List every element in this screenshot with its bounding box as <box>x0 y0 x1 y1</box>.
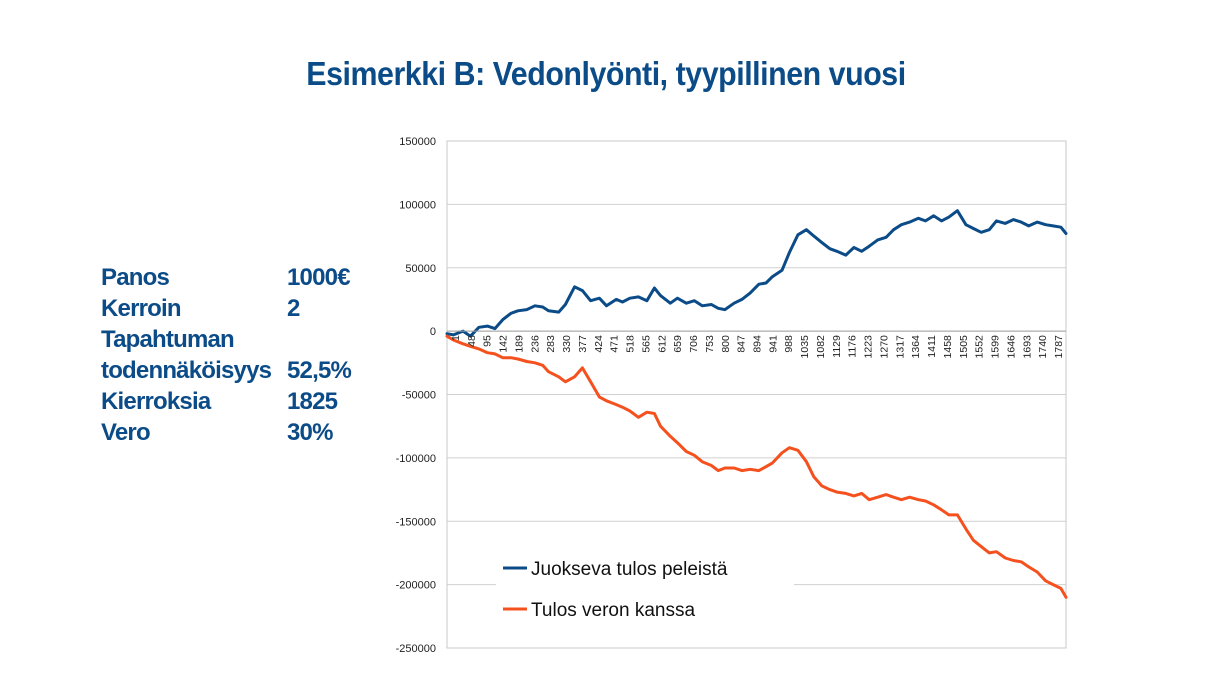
x-tick-label: 894 <box>752 335 764 353</box>
x-tick-label: 565 <box>640 335 652 353</box>
x-tick-label: 1693 <box>1021 335 1033 359</box>
x-tick-label: 1223 <box>863 335 875 359</box>
x-tick-label: 1035 <box>799 335 811 359</box>
x-tick-label: 1082 <box>815 335 827 359</box>
x-tick-label: 1270 <box>879 335 891 359</box>
y-tick-label: 50000 <box>405 263 436 275</box>
y-tick-label: -200000 <box>396 580 436 592</box>
x-tick-label: 1552 <box>974 335 986 359</box>
series-line-1 <box>445 209 1068 338</box>
param-value: 1825 <box>287 388 338 415</box>
x-tick-label: 1740 <box>1037 335 1049 359</box>
plot-area-frame <box>446 140 1067 649</box>
x-tick-label: 753 <box>704 335 716 353</box>
param-value: 1000€ <box>287 264 351 291</box>
x-tick-label: 847 <box>736 335 748 353</box>
x-tick-label: 941 <box>767 335 779 353</box>
param-label-line2: todennäköisyys <box>101 357 272 384</box>
chart-series <box>445 209 1068 599</box>
x-tick-label: 1787 <box>1053 335 1065 359</box>
x-axis-tick-labels: 1 48 95 142 189 236 283 330 377 424 471 518 565 612 65… <box>450 335 1065 359</box>
x-tick-label: 48 <box>466 335 478 347</box>
x-tick-label: 1599 <box>990 335 1002 359</box>
param-value: 30% <box>287 419 333 446</box>
x-tick-label: 189 <box>513 335 525 353</box>
y-axis-tick-labels: 150000 100000 50000 0 -50000 -100000 -150000 -2… <box>396 136 436 655</box>
x-tick-label: 612 <box>656 335 668 353</box>
x-tick-label: 1411 <box>926 335 938 358</box>
x-tick-label: 330 <box>561 335 573 353</box>
x-tick-label: 1129 <box>831 335 843 358</box>
series-line-2 <box>445 334 1068 599</box>
param-label: Panos <box>101 264 170 291</box>
x-tick-label: 1 <box>450 335 462 341</box>
param-label: Kerroin <box>101 295 182 322</box>
y-tick-label: 100000 <box>399 199 436 211</box>
x-tick-label: 236 <box>529 335 541 353</box>
x-tick-label: 659 <box>672 335 684 353</box>
x-tick-label: 1176 <box>847 335 859 358</box>
param-value: 52,5% <box>287 357 352 384</box>
param-label: Kierroksia <box>101 388 211 415</box>
y-tick-label: 150000 <box>399 136 436 148</box>
x-tick-label: 988 <box>783 335 795 353</box>
x-tick-label: 706 <box>688 335 700 353</box>
x-tick-label: 1458 <box>942 335 954 359</box>
page-title: Esimerkki B: Vedonlyönti, tyypillinen vu… <box>306 55 906 92</box>
param-label-line1: Tapahtuman <box>101 326 235 353</box>
y-tick-label: -100000 <box>396 453 436 465</box>
legend-entry: Tulos veron kanssa <box>531 600 695 621</box>
x-tick-label: 424 <box>593 335 605 353</box>
x-tick-label: 518 <box>625 335 637 353</box>
x-tick-label: 142 <box>498 335 510 353</box>
x-tick-label: 800 <box>720 335 732 353</box>
y-tick-label: -150000 <box>396 516 436 528</box>
param-label: Vero <box>101 419 151 446</box>
x-tick-label: 377 <box>577 335 589 353</box>
x-tick-label: 1505 <box>958 335 970 359</box>
param-value: 2 <box>287 295 300 322</box>
x-tick-label: 1646 <box>1005 335 1017 359</box>
param-label: Tapahtuman todennäköisyys <box>101 324 272 386</box>
x-tick-label: 283 <box>545 335 557 353</box>
legend-entry: Juokseva tulos peleistä <box>531 559 728 580</box>
chart-legend: Juokseva tulos peleistä Tulos veron kanss… <box>496 552 794 634</box>
y-tick-label: 0 <box>430 326 436 338</box>
y-tick-label: -50000 <box>402 390 436 402</box>
legend-background <box>496 552 794 634</box>
x-tick-label: 471 <box>609 335 621 353</box>
y-tick-label: -250000 <box>396 643 436 655</box>
x-tick-label: 1364 <box>910 335 922 359</box>
x-tick-label: 1317 <box>894 335 906 359</box>
x-tick-label: 95 <box>482 335 494 347</box>
